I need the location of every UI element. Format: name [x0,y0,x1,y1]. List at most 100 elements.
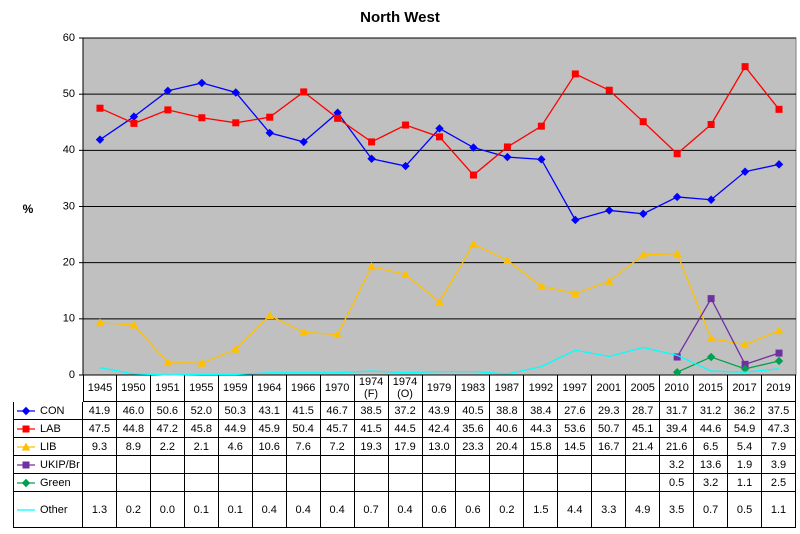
table-cell [592,456,627,474]
table-cell [354,456,389,474]
table-cell: 0.4 [388,492,423,528]
table-cell: 40.5 [456,402,491,420]
point [300,88,308,96]
table-cell: 0.6 [456,492,491,528]
table-cell [252,474,287,492]
table-cell: 27.6 [558,402,593,420]
table-cell: 41.5 [354,420,389,438]
y-tick-label: 60 [63,32,75,44]
legend-label: LIB [13,438,83,456]
table-header: 1970 [320,375,355,402]
point [265,310,275,319]
table-cell: 2.5 [762,474,796,492]
table-cell: 3.9 [762,456,796,474]
point [537,155,546,164]
point [741,63,749,71]
legend-label: Green [13,474,83,492]
point [129,112,139,121]
y-tick-label: 20 [63,257,75,269]
table-header: 1992 [524,375,559,402]
table-cell: 0.1 [184,492,219,528]
table-cell: 50.4 [286,420,321,438]
table-cell: 23.3 [456,438,491,456]
table-cell [422,474,457,492]
table-cell: 54.9 [728,420,763,438]
point [774,160,784,169]
table-cell: 36.2 [728,402,763,420]
table-cell: 28.7 [626,402,661,420]
table-cell: 3.2 [694,474,729,492]
table-cell [116,474,151,492]
table-cell: 45.9 [252,420,287,438]
point [333,330,342,339]
point [197,358,207,367]
point [706,352,716,362]
legend-label: LAB [13,420,83,438]
table-cell: 10.6 [252,438,287,456]
table-cell: 1.5 [524,492,559,528]
table-cell: 45.8 [184,420,219,438]
table-header: 1974 (F) [354,375,389,402]
y-tick-label: 30 [63,200,75,212]
point [673,353,681,361]
table-cell [456,474,491,492]
table-header: 1979 [422,375,457,402]
point [130,119,138,127]
point [774,326,784,335]
table-cell: 44.9 [218,420,253,438]
point [775,349,783,357]
point [333,108,342,117]
table-cell: 50.6 [150,402,185,420]
table-cell [592,474,627,492]
table-cell: 3.5 [660,492,695,528]
point [266,113,274,121]
point [537,281,546,290]
table-cell: 8.9 [116,438,151,456]
point [299,137,308,147]
table-cell [150,456,185,474]
table-cell: 1.1 [728,474,763,492]
table-cell: 40.6 [490,420,525,438]
point [129,320,139,329]
table-cell: 4.6 [218,438,253,456]
series-line [676,356,780,373]
table-cell: 0.5 [728,492,763,528]
table-cell [354,474,389,492]
table-cell [150,474,185,492]
table-cell: 43.1 [252,402,287,420]
table-cell: 42.4 [422,420,457,438]
table-cell: 20.4 [490,438,525,456]
point [706,195,716,204]
table-cell: 38.4 [524,402,559,420]
table-header: 2001 [592,375,627,402]
table-cell: 37.2 [388,402,423,420]
table-cell: 0.2 [490,492,525,528]
y-tick-label: 40 [63,144,75,156]
table-cell: 9.3 [83,438,117,456]
point [164,106,172,114]
table-cell: 0.6 [422,492,457,528]
table-cell: 1.1 [762,492,796,528]
table-cell: 13.6 [694,456,729,474]
table-cell [422,456,457,474]
point [163,358,173,367]
point [639,118,647,126]
point [605,206,614,215]
table-header: 1974 (O) [388,375,423,402]
table-cell: 29.3 [592,402,627,420]
table-cell [286,456,321,474]
table-cell: 50.3 [218,402,253,420]
table-cell: 6.5 [694,438,729,456]
table-cell: 14.5 [558,438,593,456]
series-line [676,297,780,366]
table-cell: 16.7 [592,438,627,456]
table-cell: 21.6 [660,438,695,456]
table-cell [558,474,593,492]
point [571,215,580,225]
point [503,255,512,264]
point [163,86,173,96]
table-cell: 37.5 [762,402,796,420]
table-cell [83,456,117,474]
point [436,133,443,141]
series-line [99,82,780,221]
